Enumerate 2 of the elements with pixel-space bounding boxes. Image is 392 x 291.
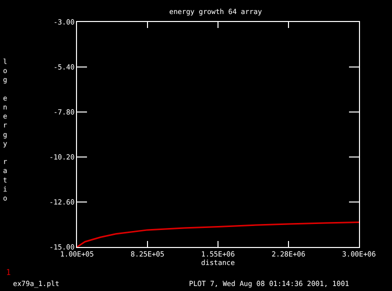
line-series — [77, 222, 359, 247]
text: 1 — [6, 268, 11, 277]
